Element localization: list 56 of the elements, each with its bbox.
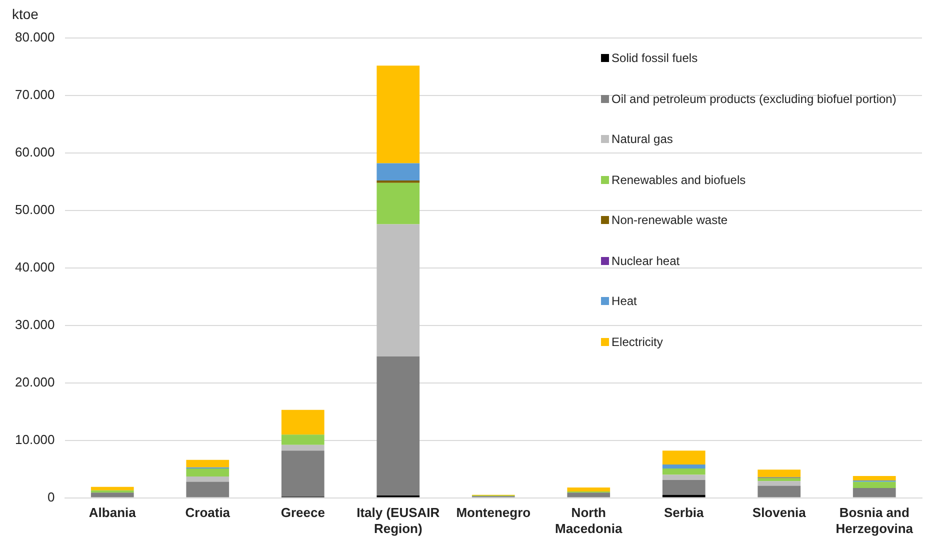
bar <box>662 450 706 464</box>
legend-label: Natural gas <box>612 132 673 146</box>
x-tick-label: North Macedonia <box>555 505 623 536</box>
y-tick-label: 70.000 <box>14 87 55 102</box>
bar <box>186 482 230 498</box>
bar <box>662 468 706 475</box>
bar <box>376 224 420 356</box>
legend-label: Non-renewable waste <box>612 213 728 228</box>
x-tick-label: Italy (EUSAIR Region) <box>356 505 440 536</box>
legend-label: Oil and petroleum products (excluding biofuel portion) <box>612 92 896 106</box>
y-tick-label: 10.000 <box>14 432 55 447</box>
bar <box>852 488 896 498</box>
y-tick-label: 80.000 <box>14 30 55 45</box>
y-tick-label: 50.000 <box>14 202 55 218</box>
x-tick-label: Bosnia and Herzegovina <box>836 505 914 536</box>
bar <box>567 492 610 498</box>
bar <box>662 474 706 480</box>
bar <box>758 481 801 486</box>
bar <box>281 434 324 445</box>
y-tick-label: 60.000 <box>14 144 55 160</box>
bar <box>758 486 801 498</box>
bar <box>186 476 230 482</box>
y-tick-label: 20.000 <box>14 374 55 390</box>
bar <box>186 468 230 477</box>
y-axis-title: ktoe <box>12 6 39 22</box>
y-tick-label: 0 <box>48 489 55 504</box>
bar <box>662 464 706 468</box>
x-tick-label: Albania <box>88 505 137 520</box>
legend-label: Nuclear heat <box>612 254 680 268</box>
x-tick-label: Greece <box>280 505 325 520</box>
bar <box>376 356 420 496</box>
x-tick-label: Montenegro <box>456 505 531 520</box>
bar <box>281 450 324 497</box>
bar <box>376 163 420 181</box>
legend-label: Renewables and biofuels <box>612 172 746 187</box>
bar <box>281 444 324 451</box>
x-tick-label: Croatia <box>185 505 231 520</box>
x-tick-label: Serbia <box>664 505 705 520</box>
x-tick-label: Slovenia <box>752 505 807 520</box>
bar <box>567 487 610 492</box>
bar <box>662 494 706 498</box>
legend-label: Electricity <box>612 334 663 349</box>
bar <box>852 482 896 488</box>
legend-label: Heat <box>612 294 637 308</box>
bar <box>90 492 134 498</box>
y-tick-label: 30.000 <box>14 316 55 332</box>
bar <box>662 480 706 495</box>
bar <box>376 66 420 164</box>
bar <box>376 182 420 224</box>
y-tick-label: 40.000 <box>14 259 55 274</box>
legend-label: Solid fossil fuels <box>612 51 698 66</box>
bar <box>281 410 324 435</box>
bar <box>90 486 134 490</box>
bar <box>852 476 896 481</box>
bar <box>186 460 230 468</box>
bar <box>758 470 801 478</box>
